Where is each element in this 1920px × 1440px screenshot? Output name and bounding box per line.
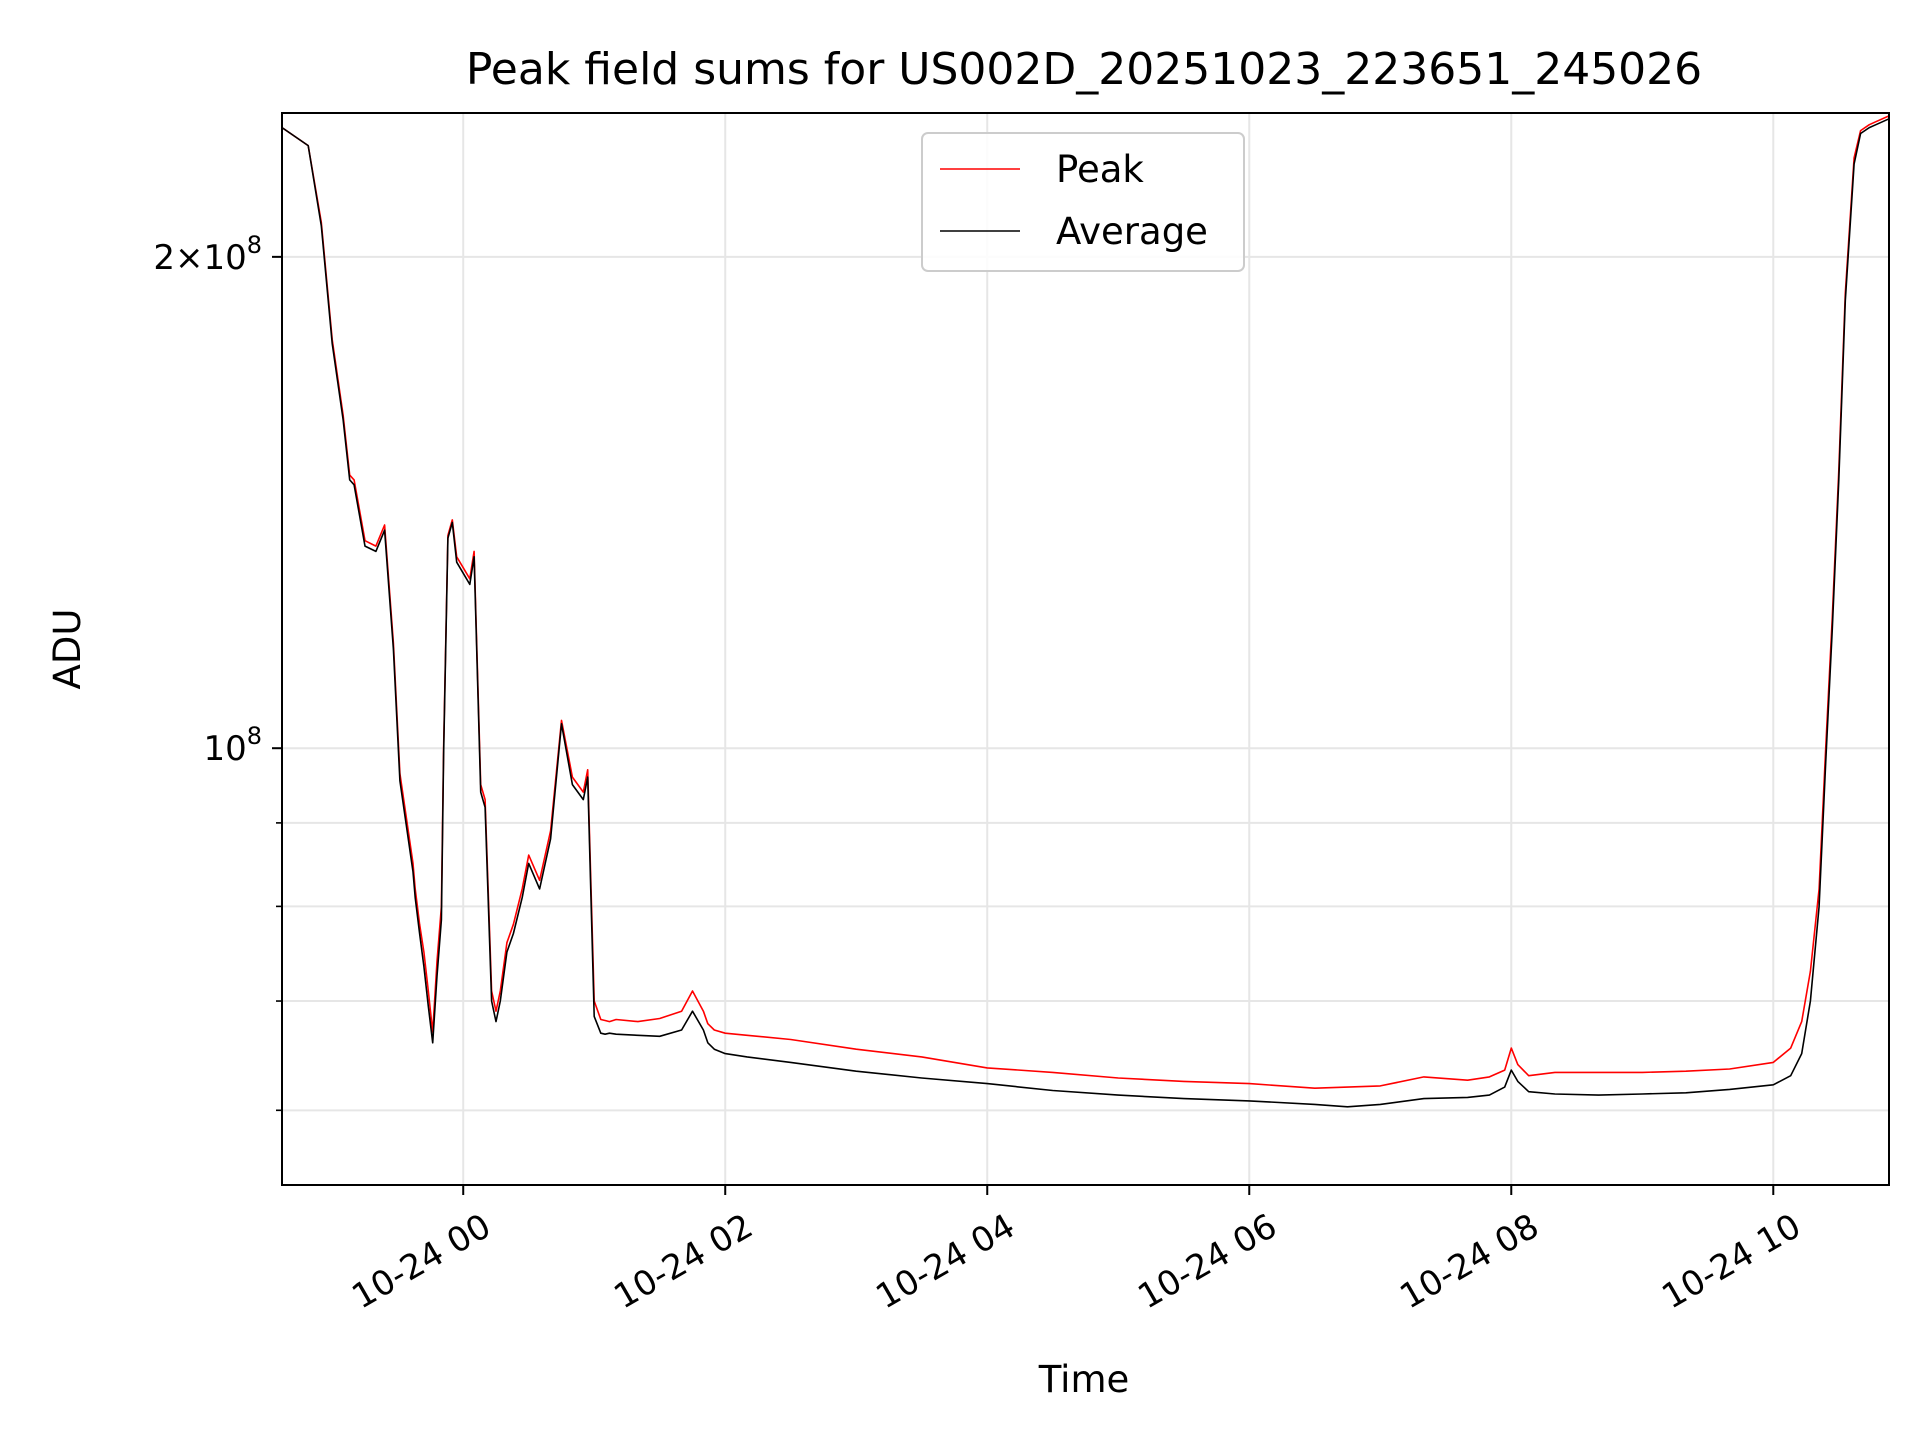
plot-frame [281, 112, 1890, 1186]
series-line-peak [281, 115, 1890, 1089]
y-axis-label: ADU [46, 609, 89, 690]
y-axis: 108 2×108 [153, 231, 282, 1112]
series-line-average [281, 118, 1890, 1108]
y-gridlines [282, 255, 1889, 1112]
plot-background [282, 113, 1889, 1185]
y-tick-label: 108 [203, 722, 262, 769]
legend-box [921, 132, 1245, 272]
legend-label-average: Average [1056, 210, 1208, 253]
x-axis-label: Time [1038, 1358, 1130, 1401]
chart-title: Peak field sums for US002D_20251023_2236… [466, 44, 1702, 95]
legend: Peak Average [921, 132, 1245, 272]
x-gridlines [462, 113, 1775, 1185]
y-tick-label: 2×108 [153, 231, 262, 278]
series-lines [281, 115, 1890, 1108]
legend-label-peak: Peak [1056, 148, 1144, 191]
plot-area [281, 112, 1890, 1186]
